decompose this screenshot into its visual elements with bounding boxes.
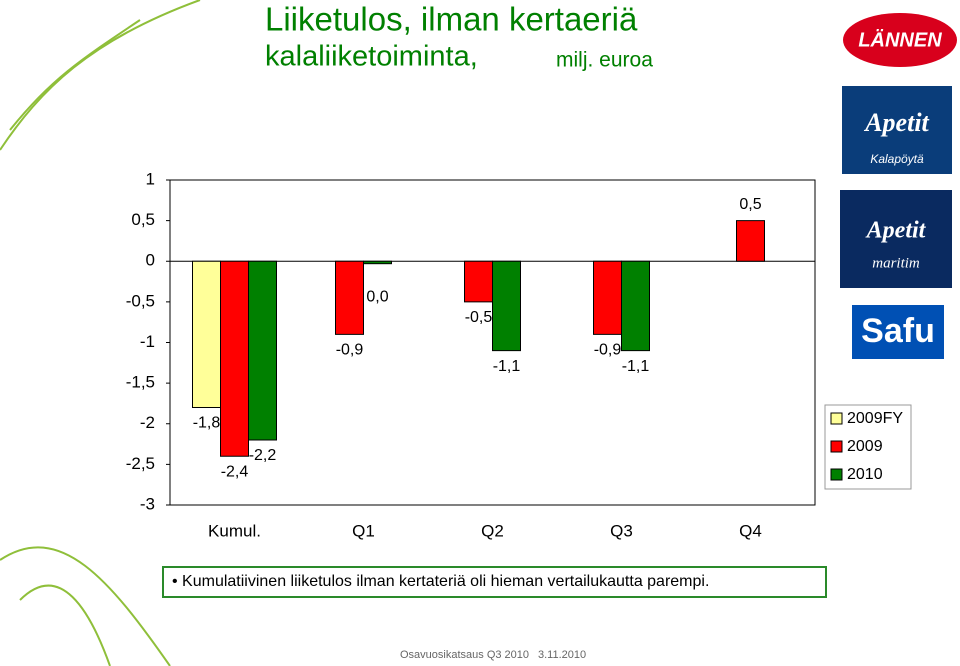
note-text: Kumulatiivinen liiketulos ilman kertater… (182, 573, 709, 590)
logo: Apetit (863, 108, 929, 137)
bar (248, 260, 277, 441)
value-label: -1,8 (193, 415, 221, 432)
bar (492, 260, 521, 352)
logo: Apetit (865, 218, 927, 244)
logo-bg (843, 13, 957, 67)
value-label: -1,1 (493, 358, 521, 375)
bar (593, 260, 622, 335)
decoration (0, 0, 201, 666)
bar (464, 260, 493, 303)
x-tick-label: Q2 (481, 521, 504, 540)
note-box (162, 566, 827, 598)
value-label: 0,5 (739, 196, 761, 213)
legend-swatch (830, 440, 843, 453)
logo-bg (842, 86, 952, 174)
x-tick-label: Q1 (352, 521, 375, 540)
value-label: -0,5 (465, 309, 493, 326)
x-tick-label: Q3 (610, 521, 633, 540)
x-tick-label: Kumul. (208, 521, 261, 540)
x-tick-label: Q4 (739, 521, 762, 540)
legend-swatch (830, 412, 843, 425)
legend-label: 2009 (847, 438, 883, 455)
footer-date: 3.11.2010 (538, 649, 586, 661)
y-tick-label: 0 (146, 251, 155, 270)
y-tick-label: -2,5 (126, 454, 155, 473)
unit: milj. euroa (556, 49, 653, 72)
bar (335, 260, 364, 335)
value-label: -0,9 (594, 342, 622, 359)
value-label: -0,9 (336, 342, 364, 359)
value-label: -2,4 (221, 463, 249, 480)
bar (736, 220, 765, 262)
bar (621, 260, 650, 352)
chart-title: Liiketulos, ilman kertaeriä (265, 1, 638, 38)
value-label: -2,2 (249, 447, 277, 464)
y-tick-label: 1 (146, 169, 155, 188)
y-tick-label: 0,5 (131, 210, 155, 229)
y-tick-label: -3 (140, 494, 155, 513)
logo: LÄNNEN (858, 28, 942, 51)
logo: Kalapöytä (870, 152, 924, 166)
note: • Kumulatiivinen liiketulos ilman kertat… (172, 573, 709, 590)
y-tick-label: -1,5 (126, 373, 155, 392)
value-label: 0,0 (366, 288, 388, 305)
y-tick-label: -0,5 (126, 291, 155, 310)
logo-bg (840, 190, 952, 288)
y-tick-label: -1 (140, 332, 155, 351)
legend-label: 2009FY (847, 410, 903, 427)
bar (363, 260, 392, 265)
bar (220, 260, 249, 457)
value-label: -1,1 (622, 358, 650, 375)
y-tick-label: -2 (140, 413, 155, 432)
logo: maritim (872, 255, 920, 271)
bar (192, 260, 221, 408)
footer-text: Osavuosikatsaus Q3 2010 (400, 649, 529, 661)
logos: LÄNNEN Apetit Kalapöytä Apetit maritim S… (840, 13, 957, 359)
logo: Safu (861, 312, 935, 350)
legend-swatch (830, 468, 843, 481)
legend-label: 2010 (847, 466, 883, 483)
logo-bg (852, 305, 944, 359)
chart-subtitle: kalaliiketoiminta, (265, 41, 478, 73)
